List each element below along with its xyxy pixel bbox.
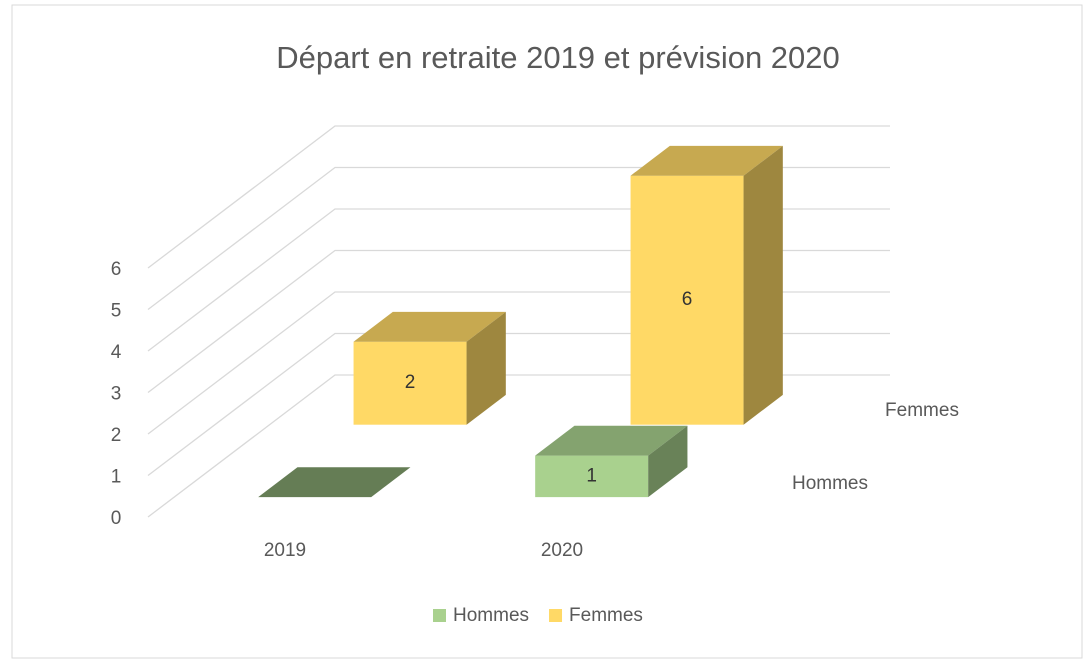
bar-side <box>743 145 783 425</box>
data-label: 6 <box>682 289 693 310</box>
bar-front <box>535 455 649 498</box>
bar-side <box>648 425 688 498</box>
chart-title: Départ en retraite 2019 et prévision 202… <box>276 40 840 75</box>
bar-top <box>535 425 688 456</box>
bar-top <box>353 311 506 342</box>
grid-line <box>147 125 890 269</box>
bar-front <box>630 175 744 425</box>
y-tick-label: 2 <box>111 425 122 446</box>
x-tick-label: 2019 <box>264 540 306 561</box>
y-tick-label: 5 <box>111 301 122 322</box>
y-tick-label: 3 <box>111 384 122 405</box>
depth-axis-label: Femmes <box>885 400 959 421</box>
x-tick-label: 2020 <box>541 540 583 561</box>
data-label: 2 <box>405 372 416 393</box>
y-tick-label: 6 <box>111 259 122 280</box>
bar-top <box>630 145 783 176</box>
y-tick-label: 1 <box>111 467 122 488</box>
y-tick-label: 4 <box>111 342 122 363</box>
legend-swatch <box>549 609 563 622</box>
depth-axis-label: Hommes <box>792 473 868 494</box>
bar-top <box>258 467 411 498</box>
y-tick-label: 0 <box>111 508 122 529</box>
bar-front <box>353 341 467 425</box>
legend-swatch <box>433 609 446 622</box>
bar-side <box>466 311 506 425</box>
legend-label: Femmes <box>569 605 643 626</box>
data-label: 1 <box>586 465 597 486</box>
chart-border <box>11 4 1083 659</box>
legend-label: Hommes <box>453 605 529 626</box>
